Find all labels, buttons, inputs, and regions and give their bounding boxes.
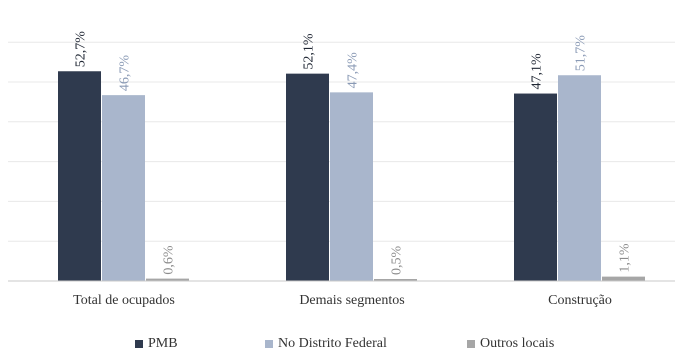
- bar-1-2: [374, 279, 417, 281]
- data-label-0-1: 46,7%: [118, 55, 133, 92]
- legend-swatch-pmb: [135, 340, 143, 348]
- legend-swatch-outros-locais: [467, 340, 475, 348]
- bar-1-1: [330, 92, 373, 282]
- x-tick-labels: Total de ocupados Demais segmentos Constru…: [73, 293, 612, 308]
- bars: [58, 71, 645, 282]
- bar-1-0: [286, 73, 329, 281]
- data-label-2-1: 51,7%: [574, 35, 589, 72]
- bar-2-2: [602, 276, 645, 281]
- x-tick-label: Construção: [548, 293, 612, 308]
- x-tick-label: Total de ocupados: [73, 293, 175, 308]
- data-label-0-2: 0,6%: [162, 245, 177, 275]
- legend-item-distrito-federal: No Distrito Federal: [265, 336, 387, 352]
- legend-label-pmb: PMB: [148, 336, 178, 351]
- data-label-1-1: 47,4%: [346, 52, 361, 89]
- bar-0-2: [146, 278, 189, 281]
- data-label-0-0: 52,7%: [74, 31, 89, 68]
- bar-0-0: [58, 71, 101, 281]
- legend: PMB No Distrito Federal Outros locais: [0, 336, 683, 356]
- data-label-2-2: 1,1%: [618, 243, 633, 273]
- bar-0-1: [102, 95, 145, 281]
- legend-item-outros-locais: Outros locais: [467, 336, 554, 352]
- data-label-1-2: 0,5%: [390, 246, 405, 276]
- legend-item-pmb: PMB: [135, 336, 178, 352]
- legend-label-outros-locais: Outros locais: [480, 336, 555, 351]
- x-tick-label: Demais segmentos: [299, 293, 404, 308]
- bar-2-1: [558, 75, 601, 281]
- legend-swatch-distrito-federal: [265, 340, 273, 348]
- legend-label-distrito-federal: No Distrito Federal: [278, 336, 387, 351]
- data-labels: 52,7% 46,7% 0,6% 52,1% 47,4% 0,5% 47,1% 51,7% 1,…: [74, 31, 633, 275]
- data-label-1-0: 52,1%: [302, 33, 317, 70]
- bar-2-0: [514, 93, 557, 282]
- data-label-2-0: 47,1%: [530, 53, 545, 90]
